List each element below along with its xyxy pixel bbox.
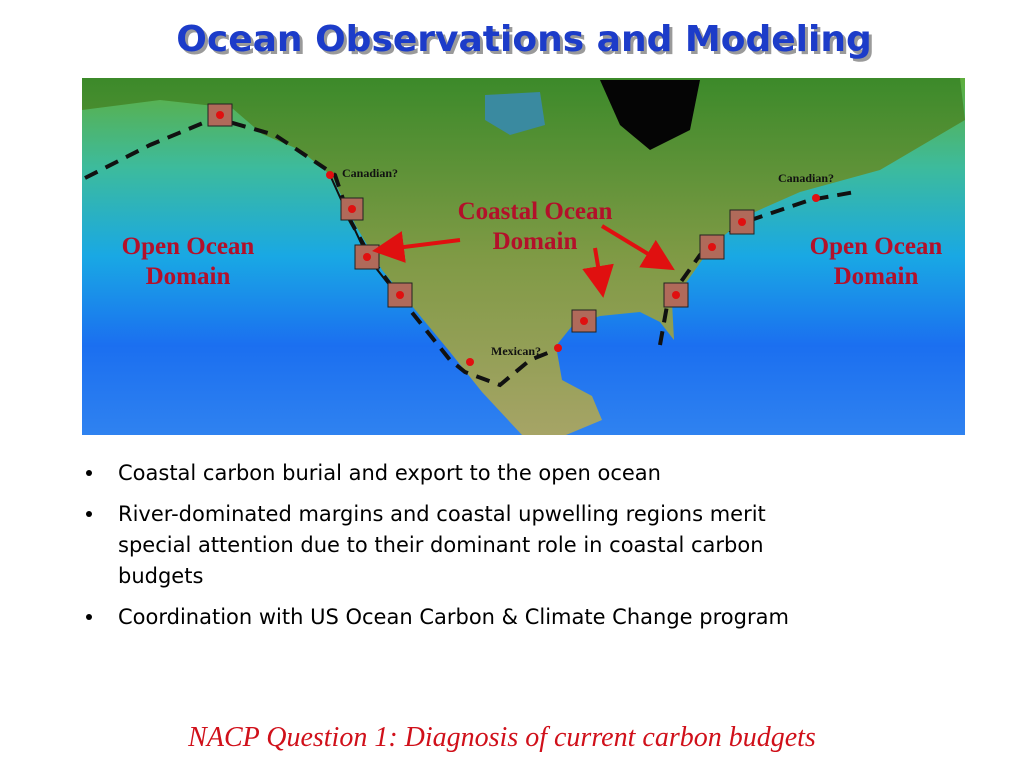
map-label: Open Ocean [810, 233, 943, 260]
dot [216, 111, 224, 119]
map-label: Canadian? [342, 166, 398, 180]
dot [326, 171, 334, 179]
dot [396, 291, 404, 299]
footer: NACP Question 1: Diagnosis of current ca… [187, 722, 816, 753]
map-labels: Open Ocean Domain Coastal Ocean Domain Open … [122, 166, 943, 358]
bullet-dot [86, 470, 92, 476]
dot [812, 194, 820, 202]
dot [348, 205, 356, 213]
greenland [600, 80, 700, 150]
dot [708, 243, 716, 251]
bullet-dot [86, 511, 92, 517]
arrows [372, 224, 675, 298]
coast-line [329, 174, 399, 297]
land [82, 78, 965, 435]
map-label: Canadian? [778, 171, 834, 185]
station-dots [216, 111, 820, 366]
dot [363, 253, 371, 261]
bullet-text: River-dominated margins and coastal upwe… [118, 502, 766, 526]
title: Ocean Observations and Modeling [176, 19, 871, 60]
bullet-text: budgets [118, 564, 203, 588]
bullet-list: Coastal carbon burial and export to the … [86, 461, 789, 629]
dot [672, 291, 680, 299]
bullet-text: Coordination with US Ocean Carbon & Clim… [118, 605, 789, 629]
arrow [600, 224, 675, 271]
map-label: Domain [834, 263, 919, 290]
map-label: Domain [146, 263, 231, 290]
bullet-text: Coastal carbon burial and export to the … [118, 461, 661, 485]
dot [466, 358, 474, 366]
map: Open Ocean Domain Coastal Ocean Domain Open … [82, 78, 965, 435]
map-label: Mexican? [491, 344, 541, 358]
arrow [372, 231, 461, 263]
title-shadow: Ocean Observations and Modeling [179, 22, 874, 63]
map-label: Coastal Ocean [458, 198, 613, 225]
map-label: Open Ocean [122, 233, 255, 260]
hudson-bay [485, 92, 545, 135]
boundary-west [84, 115, 561, 388]
stations [207, 103, 755, 333]
arrow [582, 247, 614, 298]
bullet-dot [86, 614, 92, 620]
map-label: Domain [493, 228, 578, 255]
title-group: Ocean Observations and Modeling Ocean Ob… [176, 19, 874, 63]
dot [554, 344, 562, 352]
dot [738, 218, 746, 226]
dot [580, 317, 588, 325]
bullet-text: special attention due to their dominant … [118, 533, 764, 557]
station [699, 234, 725, 260]
